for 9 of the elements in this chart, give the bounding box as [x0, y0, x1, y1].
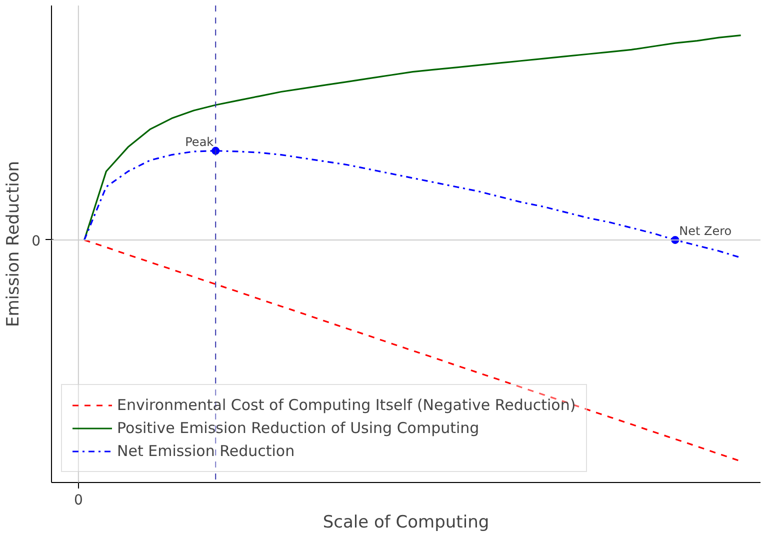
annotation: Peak: [185, 134, 214, 149]
legend-label: Net Emission Reduction: [117, 442, 295, 460]
text: 0: [74, 492, 83, 508]
x-axis-title: Scale of Computing: [322, 512, 490, 532]
y-axis-title: Emission Reduction: [4, 160, 24, 328]
text: 0: [32, 233, 41, 250]
annotation: Net Zero: [679, 224, 732, 238]
legend-label: Positive Emission Reduction of Using Computing: [117, 419, 480, 437]
legend-label: Environmental Cost of Computing Itself (Negative Reduction): [117, 396, 576, 414]
